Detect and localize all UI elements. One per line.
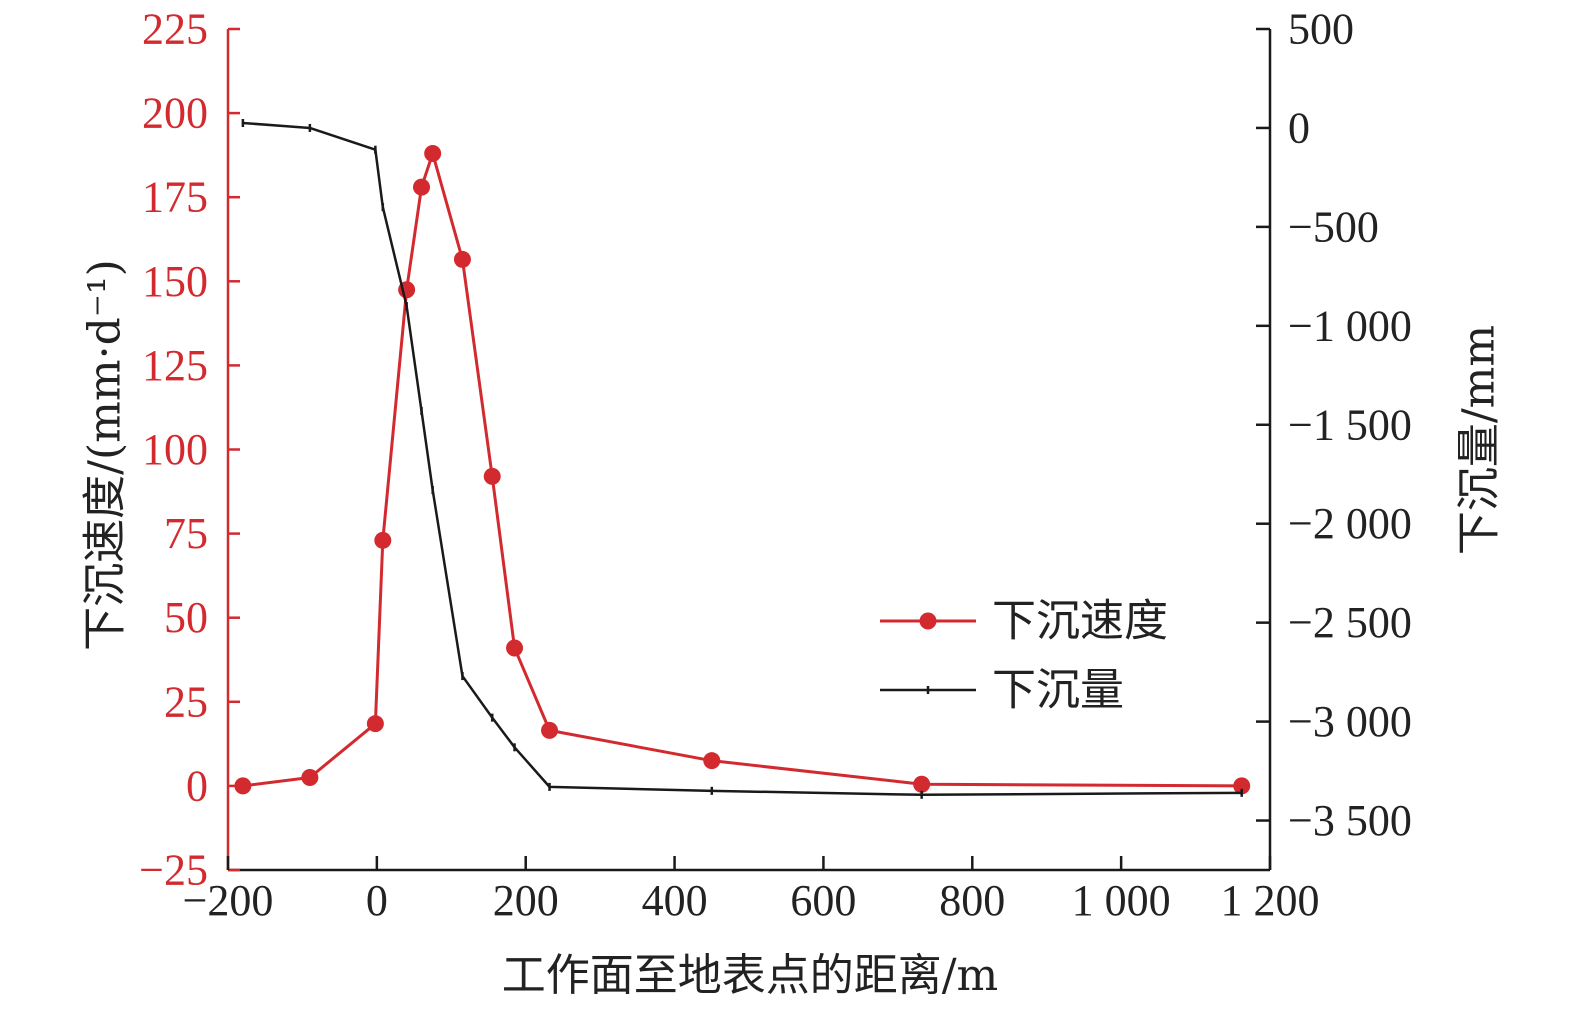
legend-label-amount: 下沉量 xyxy=(992,665,1124,716)
data-point xyxy=(301,768,319,786)
y-axis-left-title: 下沉速度/(mm·d⁻¹) xyxy=(80,259,131,651)
data-point xyxy=(413,178,431,196)
y-right-tick-label: −3 500 xyxy=(1288,796,1412,845)
x-tick-label: 1 200 xyxy=(1221,876,1320,925)
data-point xyxy=(453,250,471,268)
y-left-tick-label: 125 xyxy=(142,341,208,390)
series-line xyxy=(242,151,1242,788)
legend-label-velocity: 下沉速度 xyxy=(992,596,1168,647)
y-axis-right-title: 下沉量/mm xyxy=(1454,325,1505,555)
series-layer xyxy=(234,118,1251,799)
axes: −25 0 25 50 75 100 125 150 175 200 225 500 0 −500 −1 0… xyxy=(139,5,1412,926)
series-subsidence-amount xyxy=(241,118,1243,799)
y-left-tick-label: 175 xyxy=(142,173,208,222)
y-right-tick-label: −1 500 xyxy=(1288,400,1412,449)
y-left-tick-label: 50 xyxy=(164,593,208,642)
data-point xyxy=(913,775,931,793)
y-right-tick-label: 500 xyxy=(1288,5,1354,54)
y-left-tick-label: −25 xyxy=(139,846,208,895)
y-left-tick-label: 75 xyxy=(164,509,208,558)
data-point xyxy=(483,467,501,485)
series-line xyxy=(242,121,1242,797)
x-tick-label: 400 xyxy=(642,876,708,925)
y-right-tick-label: −1 000 xyxy=(1288,301,1412,350)
y-right-tick-label: −500 xyxy=(1288,202,1379,251)
legend-marker-velocity xyxy=(919,612,937,630)
data-point xyxy=(541,721,559,739)
data-point xyxy=(234,777,252,795)
y-left-tick-label: 100 xyxy=(142,425,208,474)
y-left-tick-label: 150 xyxy=(142,257,208,306)
x-axis-title: 工作面至地表点的距离/m xyxy=(502,950,999,1001)
y-right-tick-label: 0 xyxy=(1288,103,1310,152)
y-left-tick-label: 0 xyxy=(186,761,208,810)
y-left-tick-label: 25 xyxy=(164,677,208,726)
x-tick-label: 600 xyxy=(790,876,856,925)
data-point xyxy=(424,144,442,162)
y-right-tick-label: −2 000 xyxy=(1288,499,1412,548)
y-left-tick-label: 225 xyxy=(142,5,208,54)
data-point xyxy=(366,715,384,733)
x-tick-label: 800 xyxy=(939,876,1005,925)
y-left-tick-label: 200 xyxy=(142,89,208,138)
x-tick-label: −200 xyxy=(183,876,274,925)
data-point xyxy=(703,752,721,770)
y-right-tick-label: −3 000 xyxy=(1288,697,1412,746)
x-tick-label: 1 000 xyxy=(1072,876,1171,925)
data-point xyxy=(374,531,392,549)
y-right-tick-label: −2 500 xyxy=(1288,598,1412,647)
x-tick-label: 0 xyxy=(366,876,388,925)
data-point xyxy=(506,639,524,657)
data-point xyxy=(1233,777,1251,795)
x-tick-label: 200 xyxy=(493,876,559,925)
